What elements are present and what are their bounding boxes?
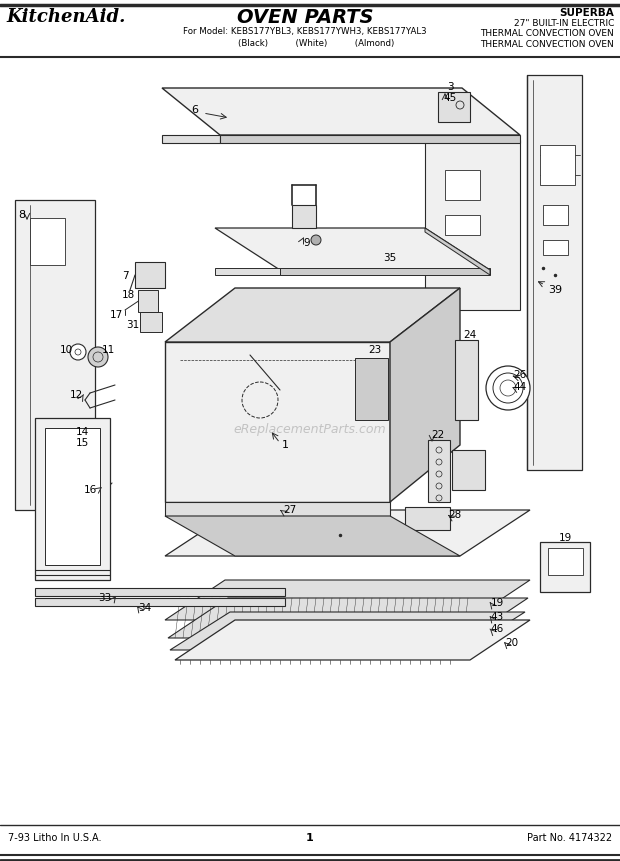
Polygon shape (438, 92, 470, 122)
Text: 16: 16 (83, 485, 97, 495)
Polygon shape (543, 240, 568, 255)
Polygon shape (355, 358, 388, 420)
Text: 22: 22 (432, 430, 445, 440)
Polygon shape (280, 268, 490, 275)
Text: 46: 46 (490, 624, 503, 634)
Polygon shape (165, 502, 390, 516)
Text: 23: 23 (368, 345, 382, 355)
Text: 39: 39 (548, 285, 562, 295)
Text: 34: 34 (138, 603, 152, 613)
Polygon shape (390, 288, 460, 502)
Polygon shape (15, 200, 95, 510)
Text: OVEN PARTS: OVEN PARTS (237, 8, 373, 27)
Circle shape (486, 366, 530, 410)
Polygon shape (45, 428, 100, 565)
Circle shape (311, 235, 321, 245)
Polygon shape (165, 288, 460, 342)
Polygon shape (455, 340, 478, 420)
Text: 19: 19 (490, 598, 503, 608)
Polygon shape (175, 620, 530, 660)
Text: 18: 18 (122, 290, 135, 300)
Polygon shape (140, 312, 162, 332)
Text: 31: 31 (126, 320, 140, 330)
Text: 17: 17 (109, 310, 123, 320)
Text: 3: 3 (446, 82, 453, 92)
Text: SUPERBA: SUPERBA (559, 8, 614, 18)
Polygon shape (35, 418, 110, 580)
Text: 20: 20 (505, 638, 518, 648)
Polygon shape (35, 598, 285, 606)
Text: 11: 11 (102, 345, 115, 355)
Polygon shape (428, 440, 450, 502)
Polygon shape (445, 215, 480, 235)
Text: (Black)          (White)          (Almond): (Black) (White) (Almond) (216, 39, 394, 48)
Text: Part No. 4174322: Part No. 4174322 (527, 833, 612, 843)
Text: 12: 12 (69, 390, 82, 400)
Text: 28: 28 (448, 510, 462, 520)
Text: 35: 35 (383, 253, 397, 263)
Polygon shape (292, 205, 316, 228)
Polygon shape (543, 205, 568, 225)
Polygon shape (162, 88, 520, 135)
Polygon shape (30, 218, 65, 265)
Text: 14: 14 (76, 427, 89, 437)
Text: KitchenAid.: KitchenAid. (6, 8, 125, 26)
Polygon shape (527, 75, 582, 470)
Circle shape (70, 344, 86, 360)
Text: For Model: KEBS177YBL3, KEBS177YWH3, KEBS177YAL3: For Model: KEBS177YBL3, KEBS177YWH3, KEB… (183, 27, 427, 36)
Polygon shape (35, 588, 285, 596)
Polygon shape (540, 542, 590, 592)
Text: 19: 19 (559, 533, 572, 543)
Polygon shape (425, 140, 520, 310)
Text: 44: 44 (513, 382, 526, 392)
Text: 7-93 Litho In U.S.A.: 7-93 Litho In U.S.A. (8, 833, 102, 843)
Polygon shape (138, 290, 158, 312)
Polygon shape (165, 342, 390, 502)
Text: 27: 27 (283, 505, 296, 515)
Polygon shape (405, 507, 450, 530)
Text: THERMAL CONVECTION OVEN: THERMAL CONVECTION OVEN (480, 40, 614, 49)
Polygon shape (540, 145, 575, 185)
Polygon shape (425, 228, 490, 275)
Polygon shape (168, 598, 528, 638)
Polygon shape (452, 450, 485, 490)
Circle shape (88, 347, 108, 367)
Polygon shape (445, 170, 480, 200)
Text: 8: 8 (19, 210, 25, 220)
Text: 26: 26 (513, 370, 526, 380)
Polygon shape (220, 135, 520, 143)
Polygon shape (548, 548, 583, 575)
Polygon shape (215, 268, 280, 275)
Text: 1: 1 (281, 440, 288, 450)
Text: 1: 1 (306, 833, 314, 843)
Text: 27" BUILT-IN ELECTRIC: 27" BUILT-IN ELECTRIC (513, 19, 614, 28)
Polygon shape (165, 516, 460, 556)
Polygon shape (215, 228, 490, 270)
Text: 9: 9 (304, 238, 311, 248)
Text: 10: 10 (60, 345, 73, 355)
Text: 7: 7 (122, 271, 128, 281)
Text: 15: 15 (76, 438, 89, 448)
Polygon shape (170, 612, 525, 650)
Text: eReplacementParts.com: eReplacementParts.com (234, 424, 386, 437)
Text: 24: 24 (463, 330, 477, 340)
Text: THERMAL CONVECTION OVEN: THERMAL CONVECTION OVEN (480, 29, 614, 38)
Polygon shape (135, 262, 165, 288)
Polygon shape (165, 510, 530, 556)
Polygon shape (162, 135, 220, 143)
Text: 43: 43 (490, 612, 503, 622)
Text: 45: 45 (443, 93, 456, 103)
Text: 6: 6 (192, 105, 198, 115)
Polygon shape (165, 580, 530, 620)
Text: 33: 33 (99, 593, 112, 603)
